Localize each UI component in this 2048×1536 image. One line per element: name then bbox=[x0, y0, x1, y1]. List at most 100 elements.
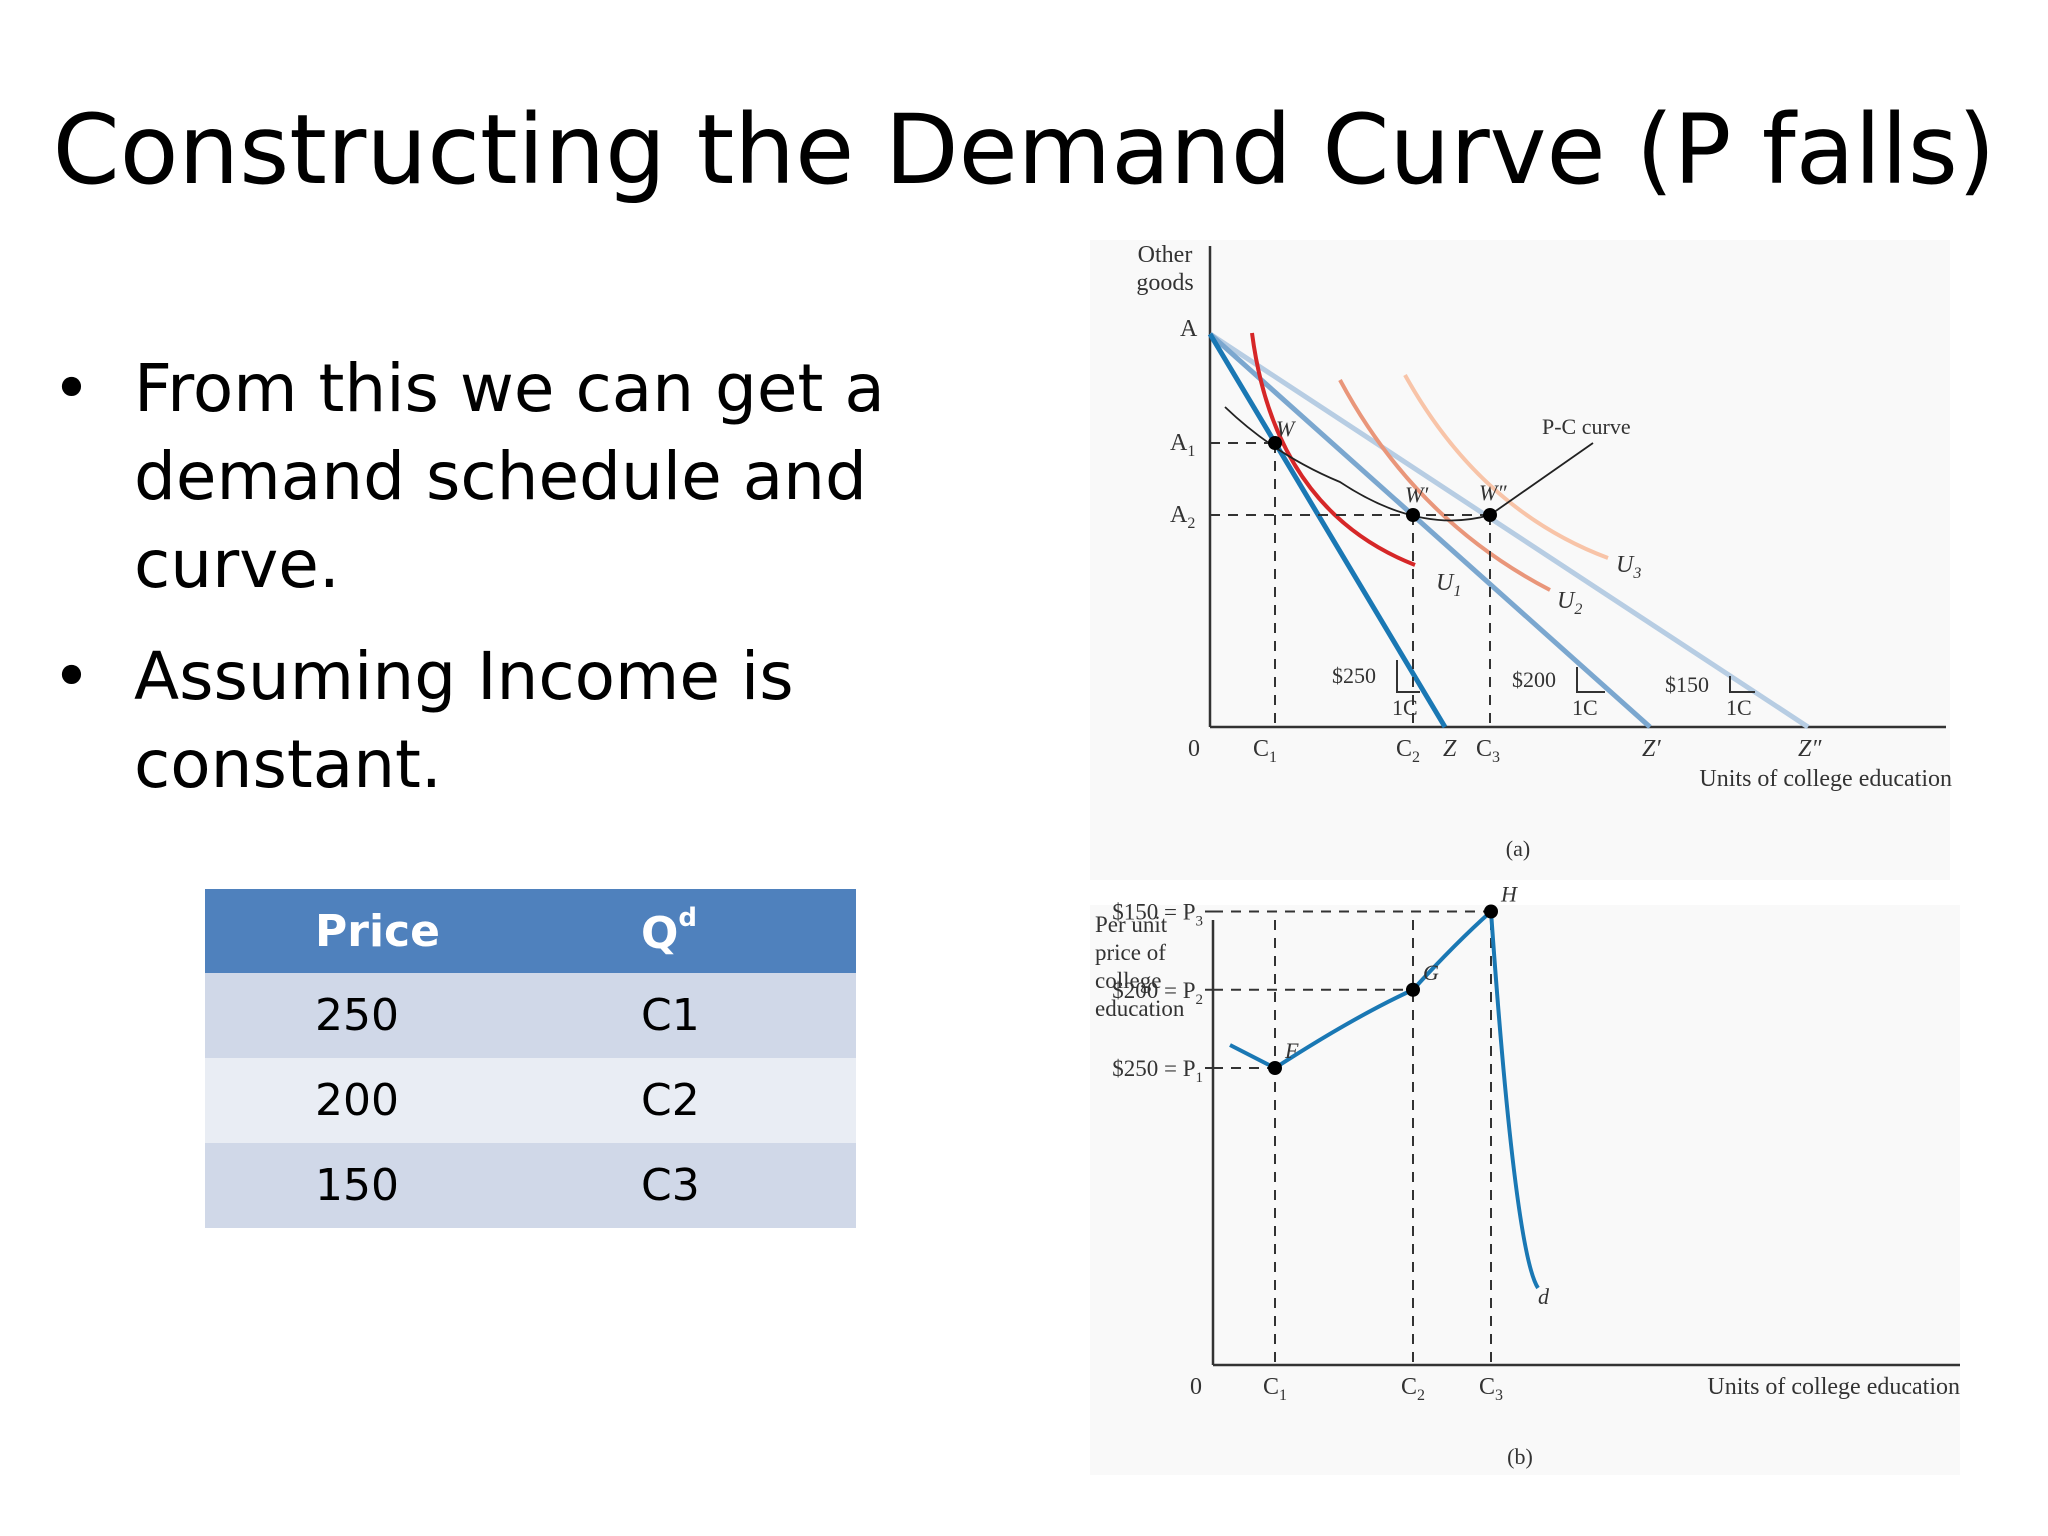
point-w bbox=[1268, 436, 1282, 450]
point-w-double-prime bbox=[1483, 508, 1497, 522]
demand-curve-label: d bbox=[1538, 1284, 1550, 1309]
quantity-tick-label: C2 bbox=[1401, 1374, 1425, 1404]
tick-c3: C3 bbox=[1476, 736, 1500, 766]
table-row: 200 C2 bbox=[205, 1058, 856, 1143]
label-u2: U2 bbox=[1557, 588, 1582, 618]
bullet-dot: • bbox=[52, 638, 91, 715]
price-cell: 250 bbox=[205, 973, 531, 1058]
quantity-tick-label: C3 bbox=[1479, 1374, 1503, 1404]
tick-c2-letter: C bbox=[1396, 736, 1412, 762]
slide-title: Constructing the Demand Curve (P falls) bbox=[52, 94, 1996, 206]
unit-label-150: 1C bbox=[1726, 695, 1752, 720]
bullet-dot: • bbox=[52, 350, 91, 427]
demand-point bbox=[1406, 982, 1420, 997]
panel-a-caption: (a) bbox=[1506, 836, 1530, 861]
panel-a-x-label: Units of college education bbox=[1699, 766, 1952, 792]
panel-b-x-ticks: C1 C2 C3 bbox=[1263, 1374, 1503, 1404]
tick-a1-sub: 1 bbox=[1187, 443, 1195, 460]
indifference-curve-u2 bbox=[1338, 379, 1551, 592]
table-header-row: Price Qd bbox=[205, 889, 856, 973]
indifference-curve-u3 bbox=[1403, 374, 1609, 560]
panel-a-guide-lines bbox=[1210, 442, 1491, 727]
tick-a2: A2 bbox=[1170, 502, 1195, 532]
bullet-text: From this we can get a demand schedule a… bbox=[134, 350, 885, 603]
indifference-curve-u1 bbox=[1250, 332, 1416, 567]
price-cell: 200 bbox=[205, 1058, 531, 1143]
panel-b-y-label-4: education bbox=[1095, 996, 1185, 1021]
price-tick-label: $250 = P1 bbox=[1112, 1056, 1203, 1086]
panel-b-y-label-3: college bbox=[1095, 968, 1161, 993]
tick-c2-sub: 2 bbox=[1412, 749, 1420, 766]
tick-c3-letter: C bbox=[1476, 736, 1492, 762]
price-tick-label: $150 = P3 bbox=[1112, 900, 1203, 930]
tick-c2: C2 bbox=[1396, 736, 1420, 766]
demand-point bbox=[1268, 1061, 1282, 1075]
tick-z-prime: Z′ bbox=[1642, 736, 1661, 762]
demand-point-label: H bbox=[1500, 882, 1518, 907]
budget-line-200 bbox=[1208, 332, 1652, 729]
label-u2-letter: U bbox=[1557, 588, 1576, 614]
label-w-double-prime: W″ bbox=[1479, 480, 1507, 505]
panel-b-y-label-2: price of bbox=[1095, 940, 1166, 965]
label-u1-letter: U bbox=[1436, 570, 1455, 596]
demand-schedule-table: Price Qd 250 C1 200 C2 150 C3 bbox=[205, 889, 856, 1228]
price-tick-text: $250 = P bbox=[1112, 1056, 1195, 1081]
demand-point-label: G bbox=[1423, 960, 1439, 985]
qd-main: Q bbox=[641, 908, 679, 959]
demand-point-label: F bbox=[1284, 1038, 1299, 1063]
label-u3-letter: U bbox=[1616, 552, 1635, 578]
label-u3: U3 bbox=[1616, 552, 1641, 582]
demand-points: F G Hd bbox=[1268, 882, 1550, 1309]
tick-c1: C1 bbox=[1253, 736, 1277, 766]
tick-a1: A1 bbox=[1170, 430, 1195, 460]
unit-label-250: 1C bbox=[1392, 695, 1418, 720]
budget-line-250 bbox=[1207, 332, 1448, 729]
label-w-prime: W′ bbox=[1405, 482, 1429, 507]
price-tick-subscript: 2 bbox=[1196, 992, 1204, 1008]
tick-c3-sub: 3 bbox=[1492, 749, 1500, 766]
qd-superscript: d bbox=[678, 903, 698, 933]
price-tick-text: $150 = P bbox=[1112, 900, 1195, 925]
quantity-tick-text: C bbox=[1401, 1374, 1417, 1400]
panel-b-background bbox=[1090, 905, 1960, 1475]
quantity-tick-subscript: 3 bbox=[1495, 1387, 1503, 1404]
bullet-item: • Assuming Income is constant. bbox=[52, 633, 1052, 809]
price-cell: 150 bbox=[205, 1143, 531, 1228]
quantity-tick-subscript: 2 bbox=[1417, 1387, 1425, 1404]
budget-line-150 bbox=[1208, 331, 1810, 730]
quantity-cell: C1 bbox=[531, 973, 856, 1058]
label-u1: U1 bbox=[1436, 570, 1461, 600]
unit-label-200: 1C bbox=[1572, 695, 1598, 720]
panel-b-y-ticks: $250 = P1 $200 = P2 $150 = P3 bbox=[1112, 900, 1213, 1086]
quantity-tick-text: C bbox=[1263, 1374, 1279, 1400]
quantity-tick-text: C bbox=[1479, 1374, 1495, 1400]
quantity-cell: C3 bbox=[531, 1143, 856, 1228]
table-row: 150 C3 bbox=[205, 1143, 856, 1228]
label-u2-sub: 2 bbox=[1574, 601, 1582, 618]
tick-c1-sub: 1 bbox=[1269, 749, 1277, 766]
label-u3-sub: 3 bbox=[1632, 565, 1641, 582]
tick-z-double-prime: Z″ bbox=[1798, 736, 1822, 762]
tick-c1-letter: C bbox=[1253, 736, 1269, 762]
panel-a-origin: 0 bbox=[1188, 736, 1200, 762]
price-label-200: $200 bbox=[1512, 667, 1556, 692]
panel-b-caption: (b) bbox=[1507, 1444, 1533, 1469]
demand-point bbox=[1484, 904, 1498, 919]
price-tick-subscript: 3 bbox=[1196, 914, 1204, 930]
quantity-cell: C2 bbox=[531, 1058, 856, 1143]
bullet-list: • From this we can get a demand schedule … bbox=[52, 345, 1052, 833]
panel-b-x-label: Units of college education bbox=[1707, 1374, 1960, 1400]
bullet-text: Assuming Income is constant. bbox=[134, 638, 794, 803]
price-tick-label: $200 = P2 bbox=[1112, 978, 1203, 1008]
price-label-150: $150 bbox=[1665, 672, 1709, 697]
point-w-prime bbox=[1406, 508, 1420, 522]
tick-a2-letter: A bbox=[1170, 502, 1188, 528]
tick-a2-sub: 2 bbox=[1187, 515, 1195, 532]
price-label-250: $250 bbox=[1332, 663, 1376, 688]
price-column-header: Price bbox=[205, 889, 531, 973]
panel-b-y-label-1: Per unit bbox=[1095, 912, 1168, 937]
label-pc-curve: P-C curve bbox=[1542, 414, 1631, 439]
quantity-tick-label: C1 bbox=[1263, 1374, 1287, 1404]
